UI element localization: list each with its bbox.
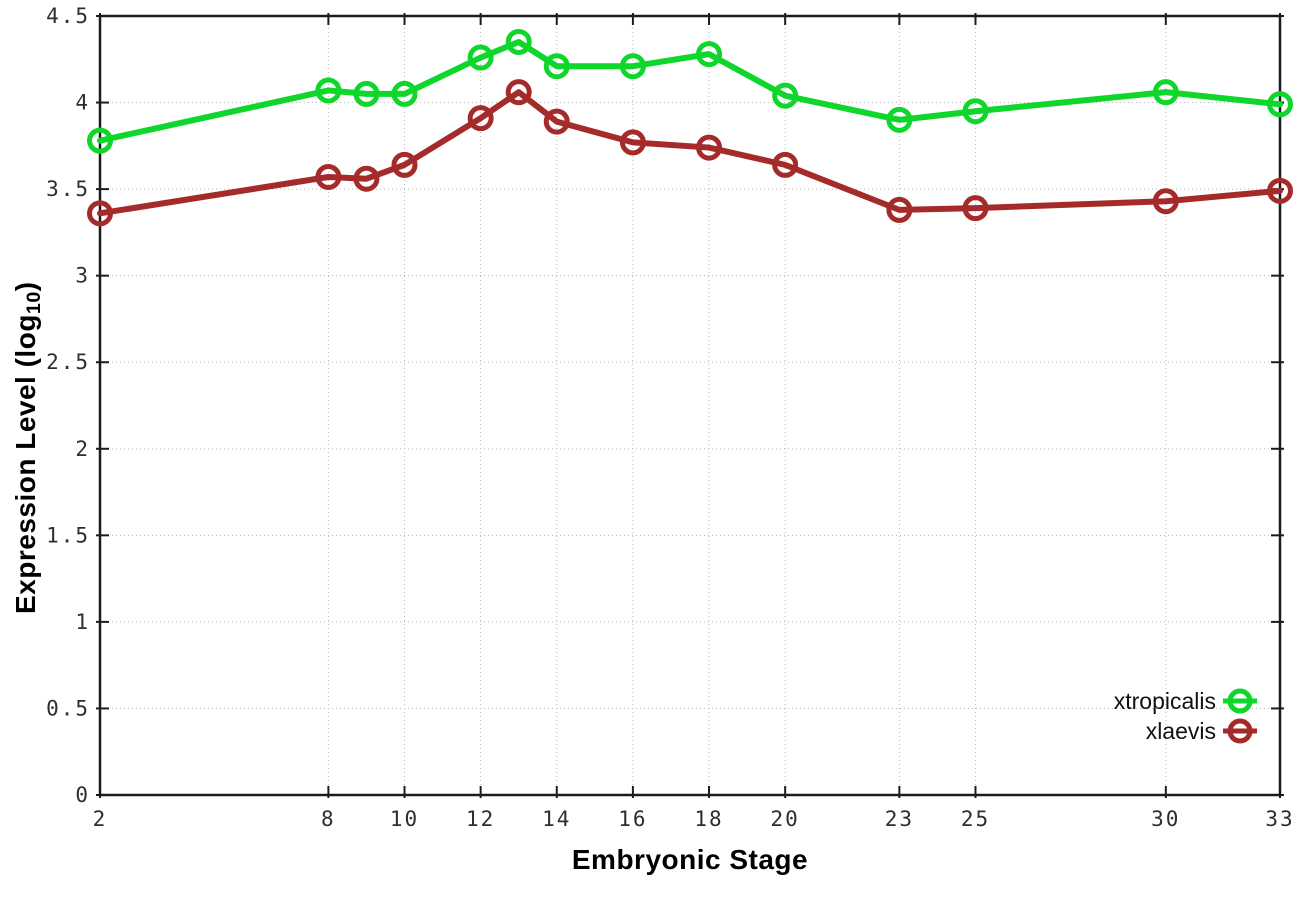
x-tick-label: 20 — [771, 807, 800, 831]
x-tick-label: 16 — [618, 807, 647, 831]
y-tick-label: 1.5 — [46, 523, 90, 547]
data-point-xlaevis — [467, 105, 494, 132]
data-point-xtropicalis — [962, 98, 989, 125]
y-axis-title-text: Expression Level (log — [10, 314, 41, 614]
data-point-xtropicalis — [1152, 79, 1179, 106]
data-point-xtropicalis — [543, 53, 570, 80]
data-point-xlaevis — [962, 195, 989, 222]
y-tick-label: 3 — [75, 264, 90, 288]
x-tick-label: 10 — [390, 807, 419, 831]
legend-marker-xtropicalis — [1227, 688, 1253, 714]
data-point-xtropicalis — [772, 82, 799, 109]
data-point-xtropicalis — [886, 106, 913, 133]
data-point-xtropicalis — [315, 77, 342, 104]
data-point-xlaevis — [1152, 188, 1179, 215]
plot-border — [98, 14, 1282, 797]
data-point-xlaevis — [391, 151, 418, 178]
data-point-xtropicalis — [619, 53, 646, 80]
x-tick-label: 12 — [466, 807, 495, 831]
tick-marks — [96, 13, 1284, 798]
series-xtropicalis — [87, 28, 1293, 154]
data-point-xtropicalis — [87, 127, 113, 154]
y-axis-title: Expression Level (log10) — [10, 281, 46, 614]
x-tick-label: 33 — [1265, 807, 1294, 831]
legend-label-xtropicalis: xtropicalis — [1114, 688, 1216, 714]
series-line-xlaevis — [97, 89, 1283, 217]
x-tick-label: 30 — [1151, 807, 1180, 831]
legend: xtropicalis xlaevis — [1114, 688, 1257, 744]
x-tick-label: 25 — [961, 807, 990, 831]
data-point-xlaevis — [886, 196, 913, 223]
x-axis-title: Embryonic Stage — [571, 844, 809, 875]
y-axis-title-close: ) — [10, 281, 41, 292]
data-point-xlaevis — [87, 200, 113, 227]
data-point-xtropicalis — [505, 28, 532, 55]
data-point-xlaevis — [1267, 177, 1293, 204]
tick-labels: 2 8 10 12 14 16 18 20 23 25 30 33 0 0.5 1 1.5 2 2.5 3 3.5 4 4… — [46, 4, 1294, 831]
y-tick-label: 4 — [75, 91, 90, 115]
data-point-xlaevis — [619, 129, 646, 156]
legend-marker-xlaevis — [1227, 718, 1253, 744]
y-tick-label: 0.5 — [46, 696, 90, 720]
data-point-xlaevis — [696, 134, 723, 161]
data-point-xlaevis — [315, 163, 342, 190]
data-point-xlaevis — [543, 108, 570, 135]
y-tick-label: 4.5 — [46, 4, 90, 28]
series-line-xtropicalis — [97, 38, 1283, 144]
data-point-xlaevis — [505, 79, 532, 106]
data-point-xtropicalis — [696, 41, 723, 68]
y-tick-label: 0 — [75, 783, 90, 807]
x-tick-label: 23 — [885, 807, 914, 831]
x-tick-label: 18 — [694, 807, 723, 831]
grid-lines — [99, 15, 1281, 796]
y-tick-label: 3.5 — [46, 177, 90, 201]
x-tick-label: 14 — [542, 807, 571, 831]
y-tick-label: 1 — [75, 610, 90, 634]
data-point-xlaevis — [353, 165, 380, 192]
data-point-xtropicalis — [1267, 91, 1293, 118]
data-point-xlaevis — [772, 151, 799, 178]
x-tick-label: 2 — [93, 807, 108, 831]
x-tick-label: 8 — [321, 807, 336, 831]
data-point-xtropicalis — [353, 80, 380, 107]
series-xlaevis — [87, 79, 1293, 227]
y-tick-label: 2.5 — [46, 350, 90, 374]
data-point-xtropicalis — [391, 80, 418, 107]
legend-label-xlaevis: xlaevis — [1146, 718, 1216, 744]
data-point-xtropicalis — [467, 44, 494, 71]
y-axis-title-subscript: 10 — [23, 291, 45, 315]
y-tick-label: 2 — [75, 437, 90, 461]
